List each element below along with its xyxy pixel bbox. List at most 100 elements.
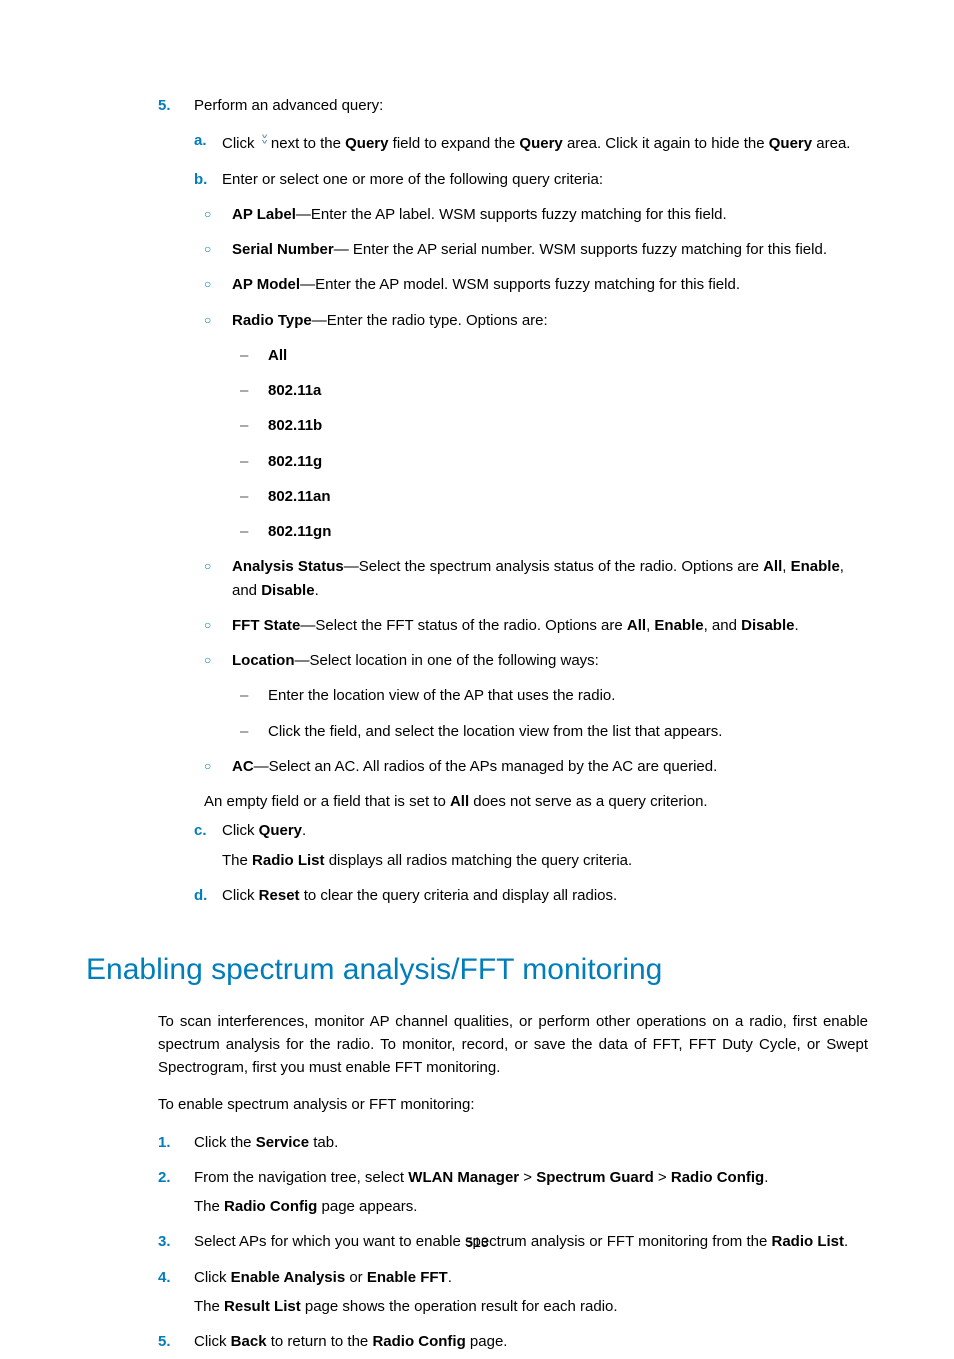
bold: Location [232,652,295,669]
t: —Select location in one of the following… [295,652,599,669]
bold: Analysis Status [232,558,344,575]
bold: All [268,347,287,364]
bullet: ○ [204,555,232,608]
t: Click the [194,1134,256,1151]
t: Location—Select location in one of the f… [232,649,868,672]
step-5d: d. Click Reset to clear the query criter… [194,884,868,913]
content: 5. Perform an advanced query: a. Click n… [86,94,868,1359]
t: From the navigation tree, select WLAN Ma… [194,1166,868,1189]
t: The [194,1198,224,1215]
page: 5. Perform an advanced query: a. Click n… [0,0,954,1296]
bold: FFT State [232,617,300,634]
step-5-text: Perform an advanced query: [194,94,868,117]
step-5c: c. Click Query. The Radio List displays … [194,819,868,878]
t: field to expand the [393,135,520,152]
t: Radio Type—Enter the radio type. Options… [232,309,868,332]
t: Click Back to return to the Radio Config… [194,1330,868,1353]
t: —Select the FFT status of the radio. Opt… [300,617,627,634]
step-5-number: 5. [158,94,194,123]
t: > [654,1169,671,1186]
t: page appears. [317,1198,417,1215]
bullet: ○ [204,614,232,643]
bold: Query [259,822,302,839]
bold: Radio Config [671,1169,764,1186]
bold: Service [256,1134,309,1151]
t: tab. [309,1134,338,1151]
step-5b-text: Enter or select one or more of the follo… [222,168,868,191]
dash: – [240,720,268,749]
bold: 802.11g [268,453,322,470]
step-5d-marker: d. [194,884,222,913]
empty-note: An empty field or a field that is set to… [204,790,868,813]
t: to clear the query criteria and display … [300,887,618,904]
t: Click Enable Analysis or Enable FFT. [194,1266,868,1289]
t: Click [222,887,259,904]
t: Click [194,1333,231,1350]
radio-opt: –All [240,344,868,373]
bold: AP Model [232,276,300,293]
bullet: ○ [204,203,232,232]
bold: AC [232,758,254,775]
t: or [345,1269,367,1286]
bold: Radio List [252,852,325,869]
bullet: ○ [204,238,232,267]
dash: – [240,379,268,408]
t: —Select the spectrum analysis status of … [344,558,763,575]
crit-fft: ○ FFT State—Select the FFT status of the… [204,614,868,643]
t: 802.11gn [268,520,868,543]
s2-step-1: 1. Click the Service tab. [158,1131,868,1160]
dash: – [240,485,268,514]
t: next to the [271,135,345,152]
bold: All [450,793,469,810]
t: — Enter the AP serial number. WSM suppor… [334,241,827,258]
bold: Query [519,135,562,152]
bold: Query [769,135,812,152]
t: > [519,1169,536,1186]
s2-step-5: 5. Click Back to return to the Radio Con… [158,1330,868,1359]
bold: Radio Type [232,312,312,329]
t: . [302,822,306,839]
dash: – [240,344,268,373]
bold: 802.11an [268,488,331,505]
bold: Reset [259,887,300,904]
s2-step-2-follow: The Radio Config page appears. [194,1195,868,1218]
t: area. Click it again to hide the [567,135,769,152]
bullet: ○ [204,649,232,678]
step-5a: a. Click next to the Query field to expa… [194,129,868,161]
bold: AP Label [232,206,296,223]
t: displays all radios matching the query c… [325,852,633,869]
t: Click [222,135,259,152]
step-5c-marker: c. [194,819,222,878]
bold: Radio Config [224,1198,317,1215]
dash: – [240,414,268,443]
t: Analysis Status—Select the spectrum anal… [232,555,868,602]
t: does not serve as a query criterion. [469,793,707,810]
t: AC—Select an AC. All radios of the APs m… [232,755,868,778]
t: —Select an AC. All radios of the APs man… [254,758,718,775]
bold: All [763,558,782,575]
t: Click the field, and select the location… [268,720,868,743]
bold: Serial Number [232,241,334,258]
bold: Enable [791,558,840,575]
t: Click [194,1269,231,1286]
s2-step-2: 2. From the navigation tree, select WLAN… [158,1166,868,1225]
radio-opt: –802.11a [240,379,868,408]
page-number: 513 [0,1234,954,1250]
crit-location: ○ Location—Select location in one of the… [204,649,868,678]
bold: Back [231,1333,267,1350]
t: AP Label—Enter the AP label. WSM support… [232,203,868,226]
section2-intro: To scan interferences, monitor AP channe… [158,1010,868,1080]
step-5c-follow: The Radio List displays all radios match… [222,849,868,872]
t: Serial Number— Enter the AP serial numbe… [232,238,868,261]
radio-opt: –802.11g [240,450,868,479]
crit-ap-label: ○ AP Label—Enter the AP label. WSM suppo… [204,203,868,232]
s2-step-4-follow: The Result List page shows the operation… [194,1295,868,1318]
bold: 802.11gn [268,523,331,540]
t: From the navigation tree, select [194,1169,408,1186]
t: AP Model—Enter the AP model. WSM support… [232,273,868,296]
t: Enter the location view of the AP that u… [268,684,868,707]
t: FFT State—Select the FFT status of the r… [232,614,868,637]
bullet: ○ [204,755,232,784]
crit-ap-model: ○ AP Model—Enter the AP model. WSM suppo… [204,273,868,302]
t: —Enter the AP label. WSM supports fuzzy … [296,206,727,223]
